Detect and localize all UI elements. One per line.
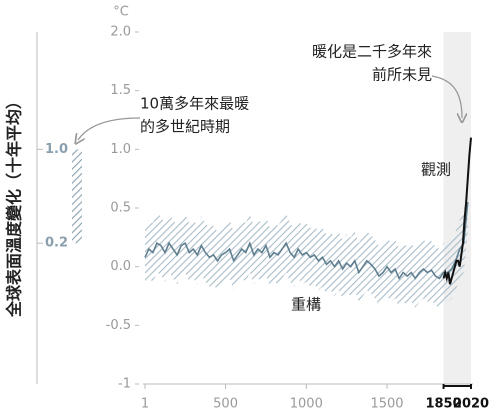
uncertainty-band xyxy=(145,172,468,308)
series-line xyxy=(144,202,469,281)
y-tick-label: -0.5 xyxy=(106,318,131,333)
annotation: 暖化是二千多年來 xyxy=(312,43,432,61)
series-label: 觀測 xyxy=(421,161,451,179)
x-tick-label: 2020 xyxy=(453,397,489,412)
annotation: 的多世紀時期 xyxy=(140,118,230,136)
arrow xyxy=(78,117,141,140)
series-label: 重構 xyxy=(291,296,321,314)
left-tick-label: 0.2 xyxy=(45,236,68,251)
y-tick-label: 2.0 xyxy=(110,25,131,40)
y-unit: °C xyxy=(113,5,129,20)
x-tick-label: 1 xyxy=(141,397,149,412)
y-axis-label: 全球表面溫度變化（十年平均） xyxy=(5,93,24,318)
y-tick-label: 0.5 xyxy=(110,201,131,216)
annotation: 前所未見 xyxy=(372,66,432,84)
x-tick-label: 1000 xyxy=(290,397,323,412)
warmest-range xyxy=(72,149,82,244)
arrow xyxy=(431,75,462,118)
x-tick-label: 500 xyxy=(213,397,238,412)
y-tick-label: 1.5 xyxy=(110,83,131,98)
y-tick-label: 0.0 xyxy=(110,259,131,274)
series-line xyxy=(442,137,472,285)
y-tick-label: 1.0 xyxy=(110,142,131,157)
x-tick-label: 1500 xyxy=(370,397,403,412)
annotation: 10萬多年來最暖 xyxy=(140,95,249,113)
y-tick-label: -1 xyxy=(118,377,131,392)
x-tick-label: 1850 xyxy=(425,397,461,412)
left-tick-label: 1.0 xyxy=(45,142,68,157)
